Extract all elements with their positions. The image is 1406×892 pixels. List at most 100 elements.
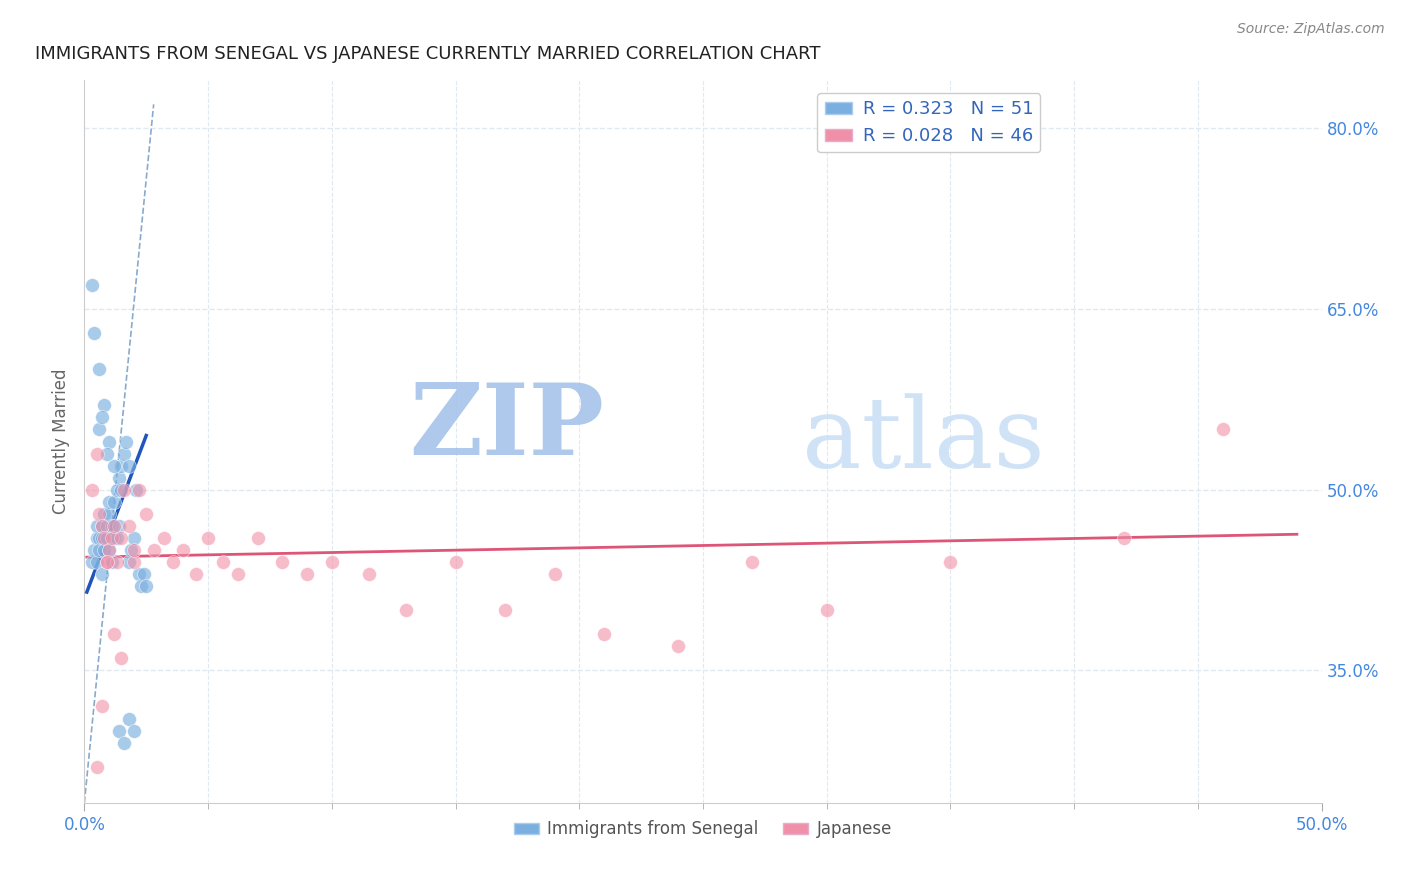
Point — [89, 542, 111, 557]
Point — [152, 531, 174, 545]
Point — [86, 446, 108, 460]
Point — [100, 519, 122, 533]
Point — [108, 723, 131, 738]
Point — [90, 699, 112, 714]
Point — [80, 483, 103, 497]
Point — [86, 519, 108, 533]
Point — [89, 507, 111, 521]
Point — [90, 567, 112, 582]
Point — [1212, 422, 1234, 436]
Point — [96, 555, 118, 569]
Point — [184, 567, 207, 582]
Point — [212, 555, 235, 569]
Point — [118, 519, 141, 533]
Point — [122, 542, 145, 557]
Point — [103, 627, 125, 641]
Point — [118, 458, 141, 473]
Point — [93, 507, 115, 521]
Point — [741, 555, 763, 569]
Point — [666, 639, 689, 653]
Point — [80, 277, 103, 292]
Point — [128, 567, 150, 582]
Point — [135, 507, 157, 521]
Point — [96, 519, 118, 533]
Point — [543, 567, 565, 582]
Point — [83, 542, 105, 557]
Point — [103, 494, 125, 508]
Text: ZIP: ZIP — [409, 378, 605, 475]
Point — [110, 651, 132, 665]
Point — [246, 531, 269, 545]
Point — [271, 555, 294, 569]
Point — [112, 446, 135, 460]
Point — [93, 531, 115, 545]
Point — [120, 542, 142, 557]
Point — [103, 531, 125, 545]
Point — [110, 531, 132, 545]
Point — [89, 422, 111, 436]
Point — [96, 446, 118, 460]
Point — [105, 555, 128, 569]
Point — [118, 555, 141, 569]
Point — [98, 507, 121, 521]
Legend: Immigrants from Senegal, Japanese: Immigrants from Senegal, Japanese — [508, 814, 898, 845]
Point — [593, 627, 616, 641]
Point — [90, 410, 112, 425]
Point — [118, 712, 141, 726]
Point — [108, 519, 131, 533]
Point — [110, 483, 132, 497]
Point — [197, 531, 219, 545]
Point — [98, 494, 121, 508]
Point — [125, 483, 148, 497]
Text: IMMIGRANTS FROM SENEGAL VS JAPANESE CURRENTLY MARRIED CORRELATION CHART: IMMIGRANTS FROM SENEGAL VS JAPANESE CURR… — [35, 45, 820, 63]
Point — [108, 470, 131, 484]
Point — [815, 603, 838, 617]
Point — [142, 542, 165, 557]
Point — [162, 555, 184, 569]
Point — [89, 362, 111, 376]
Point — [129, 579, 152, 593]
Point — [98, 434, 121, 449]
Point — [100, 555, 122, 569]
Point — [226, 567, 249, 582]
Point — [395, 603, 418, 617]
Point — [86, 531, 108, 545]
Point — [89, 531, 111, 545]
Point — [96, 555, 118, 569]
Point — [295, 567, 318, 582]
Point — [122, 723, 145, 738]
Point — [494, 603, 516, 617]
Point — [98, 542, 121, 557]
Text: atlas: atlas — [801, 393, 1045, 490]
Point — [128, 483, 150, 497]
Point — [122, 555, 145, 569]
Point — [90, 531, 112, 545]
Point — [112, 483, 135, 497]
Point — [115, 434, 138, 449]
Point — [103, 519, 125, 533]
Point — [321, 555, 343, 569]
Point — [444, 555, 467, 569]
Point — [122, 531, 145, 545]
Point — [110, 458, 132, 473]
Point — [172, 542, 194, 557]
Point — [939, 555, 962, 569]
Point — [103, 458, 125, 473]
Point — [105, 483, 128, 497]
Point — [96, 531, 118, 545]
Point — [98, 542, 121, 557]
Point — [357, 567, 380, 582]
Point — [105, 531, 128, 545]
Point — [1112, 531, 1135, 545]
Text: Source: ZipAtlas.com: Source: ZipAtlas.com — [1237, 22, 1385, 37]
Point — [93, 542, 115, 557]
Point — [90, 519, 112, 533]
Point — [132, 567, 155, 582]
Point — [86, 555, 108, 569]
Point — [80, 555, 103, 569]
Point — [100, 531, 122, 545]
Point — [90, 519, 112, 533]
Point — [83, 326, 105, 340]
Point — [93, 398, 115, 412]
Point — [112, 735, 135, 749]
